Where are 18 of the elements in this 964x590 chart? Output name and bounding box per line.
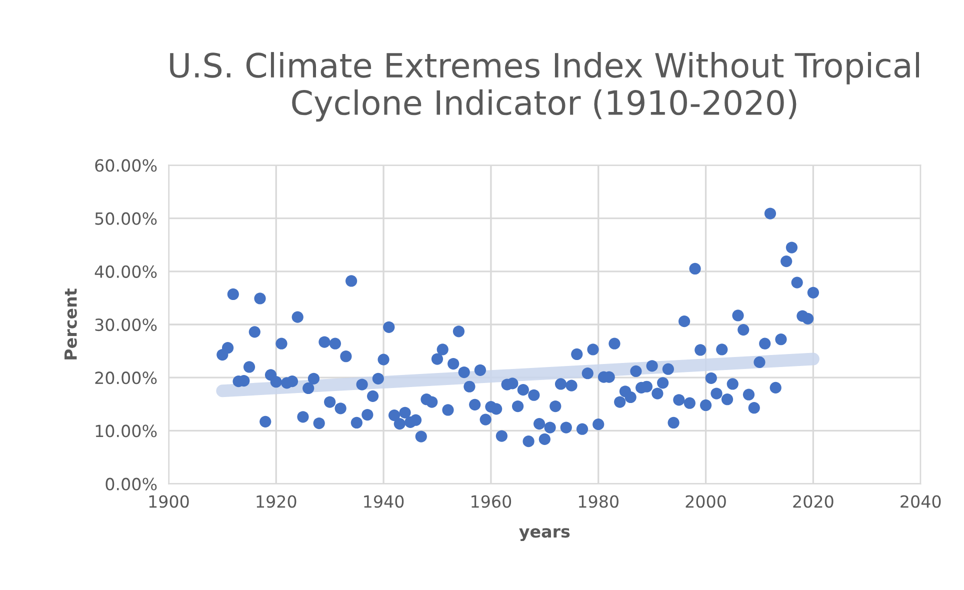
x-tick-label: 1960 (472, 495, 512, 508)
x-tick-label: 1980 (578, 495, 618, 508)
x-tick-label: 1900 (149, 495, 189, 508)
x-tick-label: 2000 (686, 495, 726, 508)
y-axis-title: Percent (64, 288, 77, 360)
y-tick-label: 20.00% (95, 372, 157, 384)
y-tick-label: 0.00% (106, 478, 157, 490)
x-tick-label: 1940 (364, 495, 404, 508)
x-tick-label: 1920 (256, 495, 296, 508)
y-tick-label: 50.00% (95, 212, 157, 225)
y-tick-label: 60.00% (95, 159, 157, 172)
y-tick-label: 40.00% (94, 265, 157, 278)
chart-title: U.S. Climate Extremes Index Without Tropical Cyclone Indicator (1910-2020) (170, 52, 919, 122)
x-tick-label: 2040 (900, 495, 941, 508)
x-axis-title: years (519, 528, 570, 542)
y-tick-label: 30.00% (95, 318, 157, 332)
y-tick-label: 10.00% (96, 424, 157, 438)
x-tick-label: 2020 (793, 495, 834, 508)
